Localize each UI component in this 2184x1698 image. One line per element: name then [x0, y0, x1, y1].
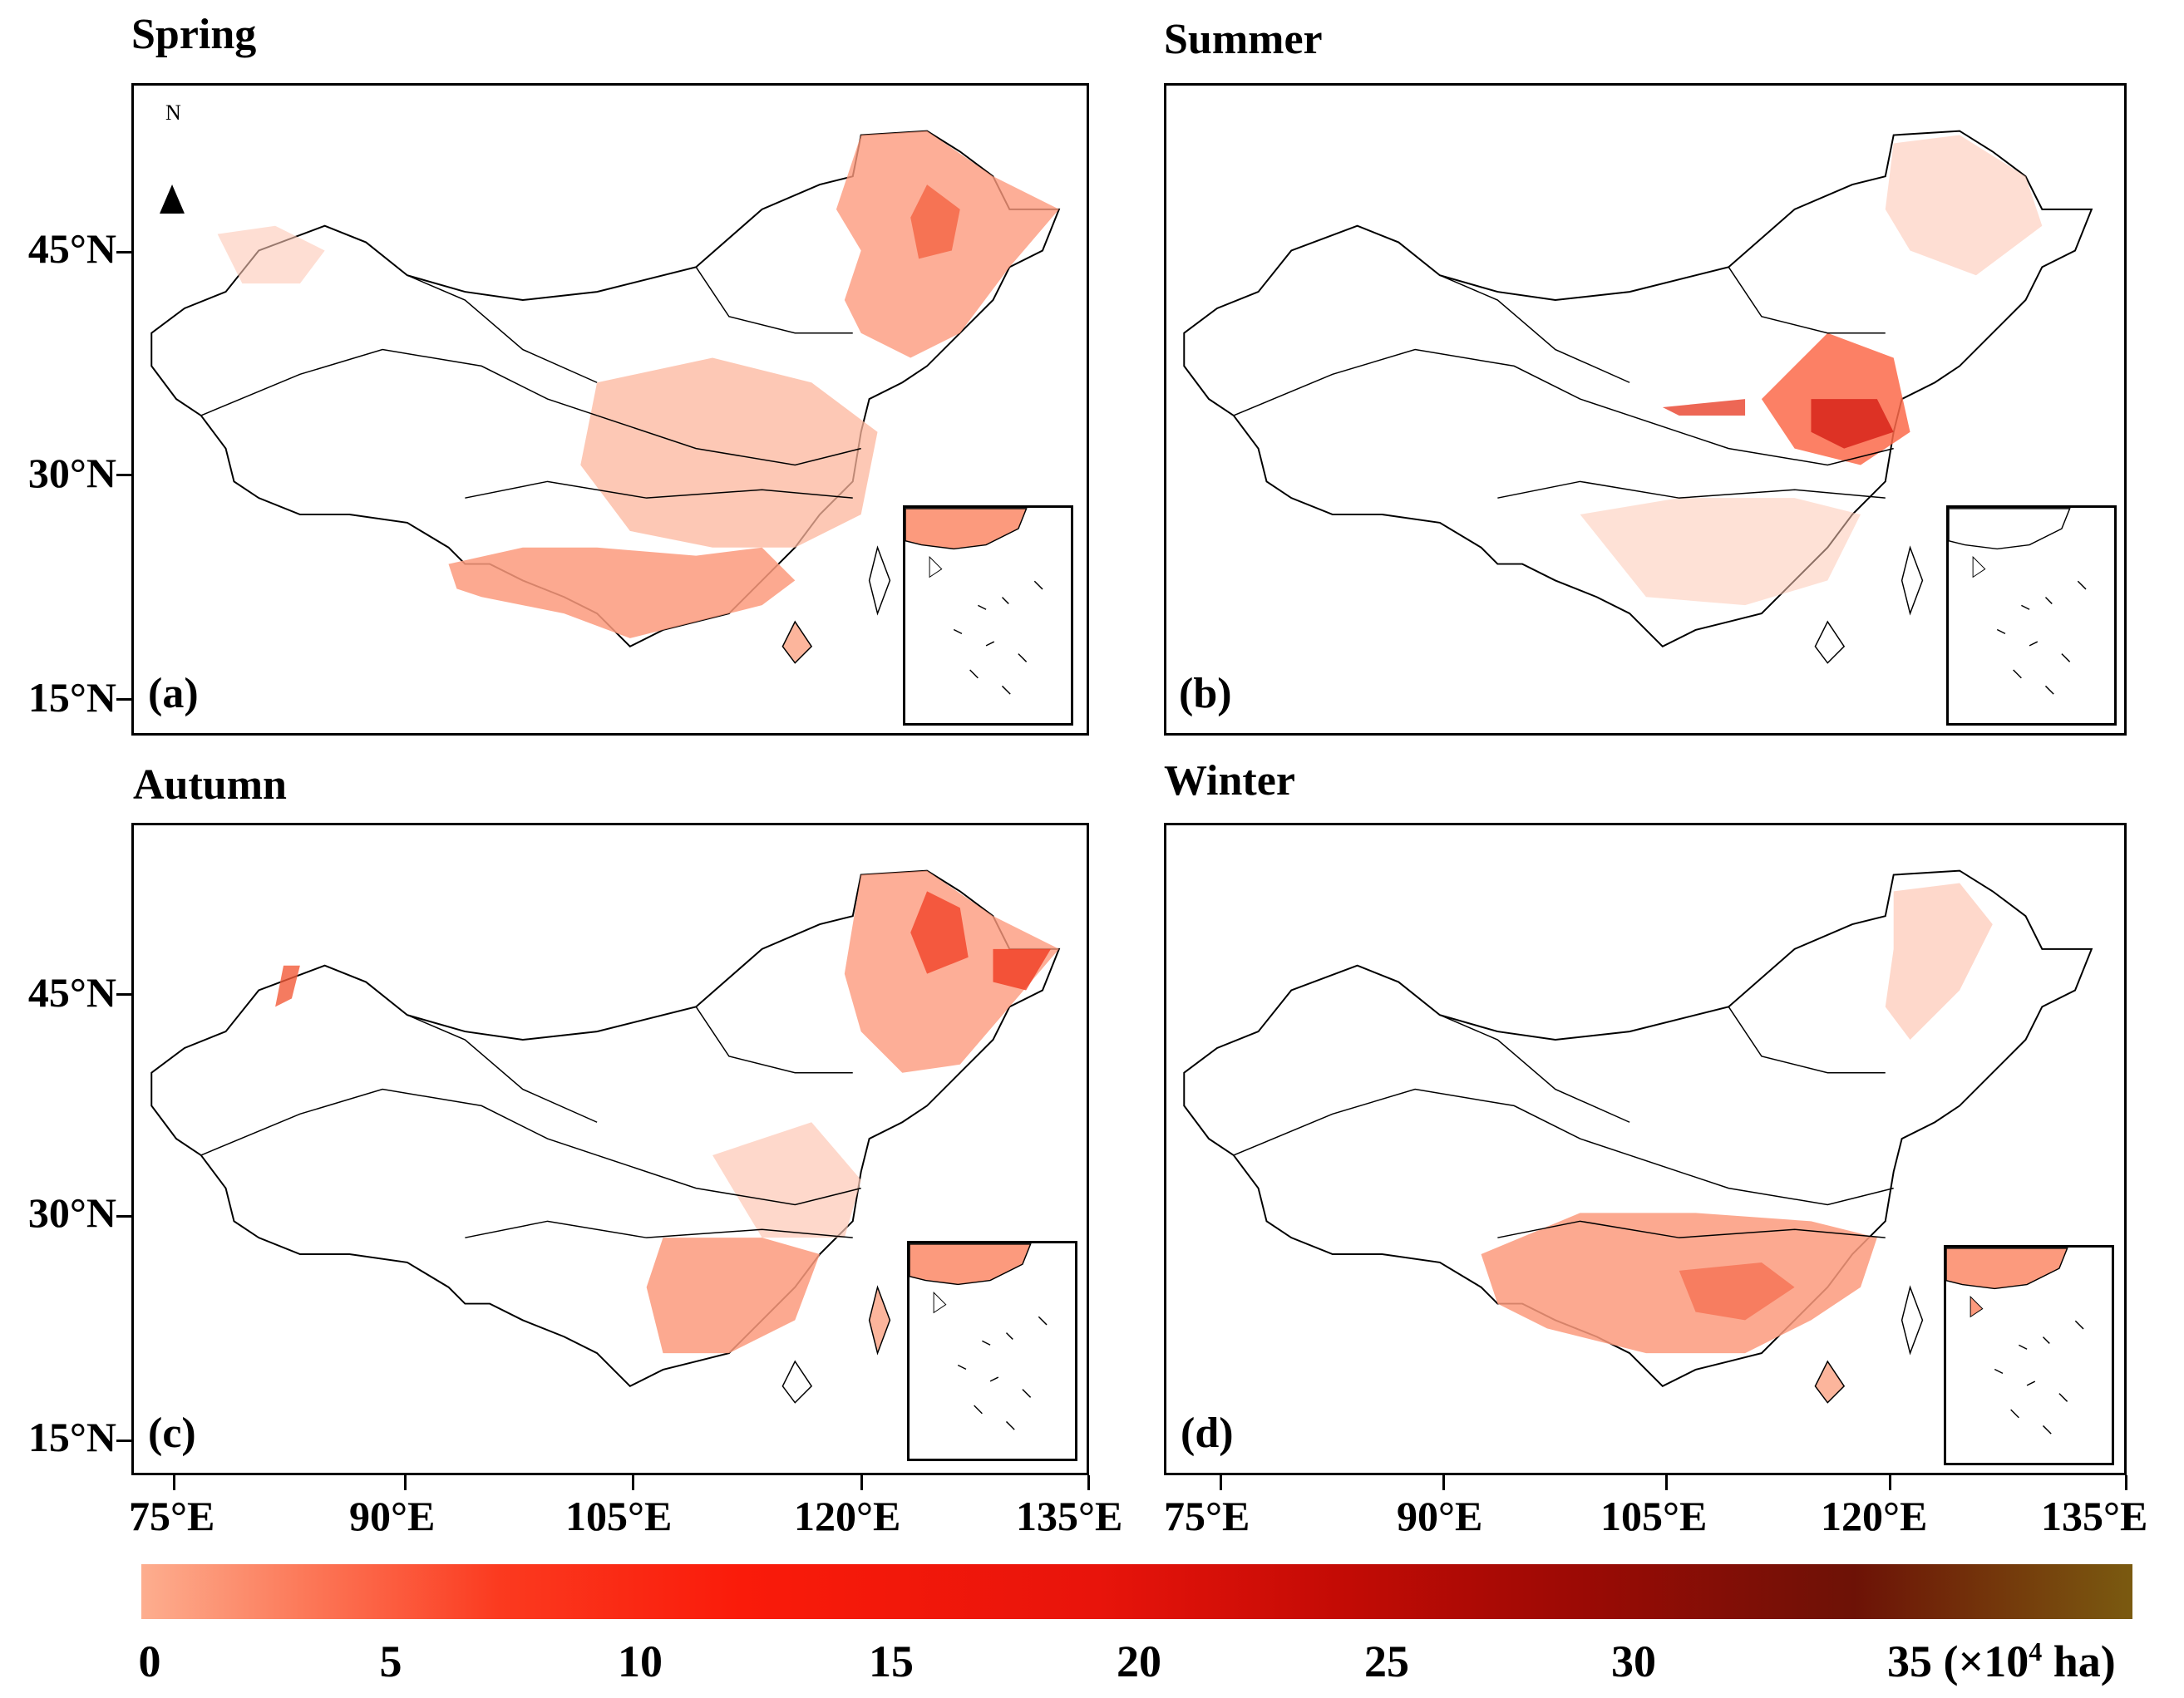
title-autumn: Autumn [133, 761, 287, 809]
colorbar [141, 1564, 2132, 1619]
lon-label-105-c: 105°E [565, 1493, 673, 1539]
map-panel-autumn [131, 823, 1089, 1475]
lon-label-135-d: 135°E [2041, 1493, 2148, 1539]
title-winter: Winter [1164, 757, 1295, 805]
map-panel-summer [1164, 83, 2127, 736]
colorbar-tick-0: 0 [138, 1636, 161, 1686]
lon-label-105-d: 105°E [1600, 1493, 1708, 1539]
colorbar-tick-20: 20 [1117, 1636, 1161, 1686]
colorbar-unit: (×10 [1943, 1636, 2029, 1686]
panel-label-b: (b) [1179, 670, 1232, 717]
china-map-spring [150, 130, 1061, 664]
colorbar-tick-25: 25 [1364, 1636, 1409, 1686]
panel-label-a: (a) [148, 670, 199, 717]
lat-label-30-c: 30°N [27, 1189, 116, 1236]
lat-label-15-c: 15°N [27, 1414, 116, 1460]
south-china-sea-inset-c [907, 1241, 1077, 1461]
lat-label-15-a: 15°N [27, 674, 116, 721]
lon-label-75-d: 75°E [1164, 1493, 1250, 1539]
south-china-sea-inset-a [903, 505, 1073, 726]
north-label: N [165, 101, 181, 125]
lat-label-45-c: 45°N [27, 969, 116, 1016]
lat-label-30-a: 30°N [27, 450, 116, 496]
south-china-sea-inset-d [1944, 1245, 2114, 1465]
map-panel-spring: N [131, 83, 1089, 736]
lon-label-135-c: 135°E [1016, 1493, 1123, 1539]
map-panel-winter [1164, 823, 2127, 1475]
colorbar-tick-35: 35 (×104 ha) [1887, 1636, 2116, 1686]
lat-label-45-a: 45°N [27, 225, 116, 272]
lon-label-90-d: 90°E [1397, 1493, 1483, 1539]
lon-label-120-c: 120°E [794, 1493, 901, 1539]
lon-label-90-c: 90°E [349, 1493, 436, 1539]
china-map-summer [1183, 130, 2093, 664]
china-map-autumn [150, 869, 1061, 1404]
china-map-winter [1183, 869, 2093, 1404]
panel-label-c: (c) [148, 1410, 196, 1457]
lon-label-120-d: 120°E [1821, 1493, 1928, 1539]
colorbar-tick-30: 30 [1611, 1636, 1656, 1686]
panel-label-d: (d) [1181, 1410, 1234, 1457]
title-summer: Summer [1164, 16, 1323, 63]
colorbar-tick-5: 5 [379, 1636, 402, 1686]
colorbar-tick-10: 10 [618, 1636, 663, 1686]
colorbar-tick-15: 15 [869, 1636, 914, 1686]
lon-label-75-c: 75°E [129, 1493, 215, 1539]
title-spring: Spring [131, 11, 257, 58]
south-china-sea-inset-b [1946, 505, 2117, 726]
